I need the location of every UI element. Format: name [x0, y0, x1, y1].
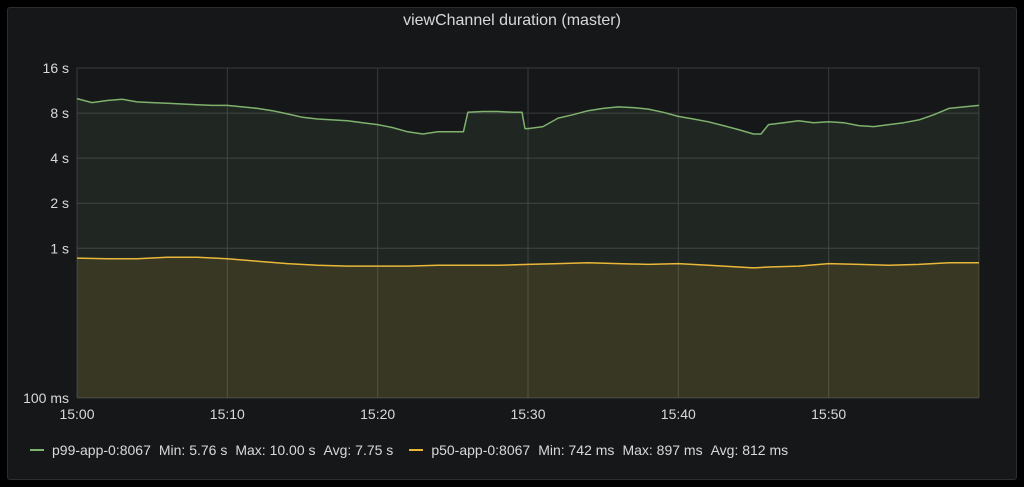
x-tick-label: 15:50: [811, 406, 846, 422]
y-tick-label: 2 s: [50, 195, 69, 211]
legend-stat-max: Max: 10.00 s: [235, 442, 316, 458]
legend: p99-app-0:8067 Min: 5.76 s Max: 10.00 s …: [30, 442, 804, 458]
legend-stat-min: Min: 5.76 s: [158, 442, 228, 458]
legend-item-p99[interactable]: p99-app-0:8067 Min: 5.76 s Max: 10.00 s …: [30, 442, 393, 458]
series-line-p99: [76, 97, 980, 135]
x-tick-label: 15:20: [360, 406, 395, 422]
series-area-p50: [77, 257, 979, 398]
legend-stat-max: Max: 897 ms: [622, 442, 703, 458]
legend-series-name: p50-app-0:8067: [431, 442, 531, 458]
series-lines: [76, 97, 980, 269]
legend-stat-avg: Avg: 812 ms: [710, 442, 789, 458]
series-area-p99: [77, 98, 979, 398]
y-axis: 16 s 8 s 4 s 2 s 1 s 100 ms: [23, 60, 69, 406]
legend-swatch-p99: [30, 449, 44, 451]
legend-item-p50[interactable]: p50-app-0:8067 Min: 742 ms Max: 897 ms A…: [409, 442, 788, 458]
legend-stat-avg: Avg: 7.75 s: [323, 442, 394, 458]
y-tick-label: 1 s: [50, 240, 69, 256]
y-tick-label: 16 s: [43, 60, 69, 76]
y-tick-label: 4 s: [50, 150, 69, 166]
y-tick-label: 100 ms: [23, 390, 69, 406]
series-line-p50: [76, 256, 979, 269]
x-tick-label: 15:10: [210, 406, 245, 422]
legend-series-name: p99-app-0:8067: [52, 442, 151, 458]
x-axis: 15:00 15:10 15:20 15:30 15:40 15:50: [59, 406, 846, 422]
legend-stat-min: Min: 742 ms: [538, 442, 615, 458]
y-tick-label: 8 s: [50, 105, 69, 121]
series-areas: [77, 98, 979, 398]
legend-swatch-p50: [409, 449, 424, 451]
grid-lines: [76, 67, 980, 399]
panel-title[interactable]: viewChannel duration (master): [403, 12, 621, 29]
x-tick-label: 15:30: [510, 406, 545, 422]
x-tick-label: 15:00: [59, 406, 94, 422]
x-tick-label: 15:40: [661, 406, 696, 422]
